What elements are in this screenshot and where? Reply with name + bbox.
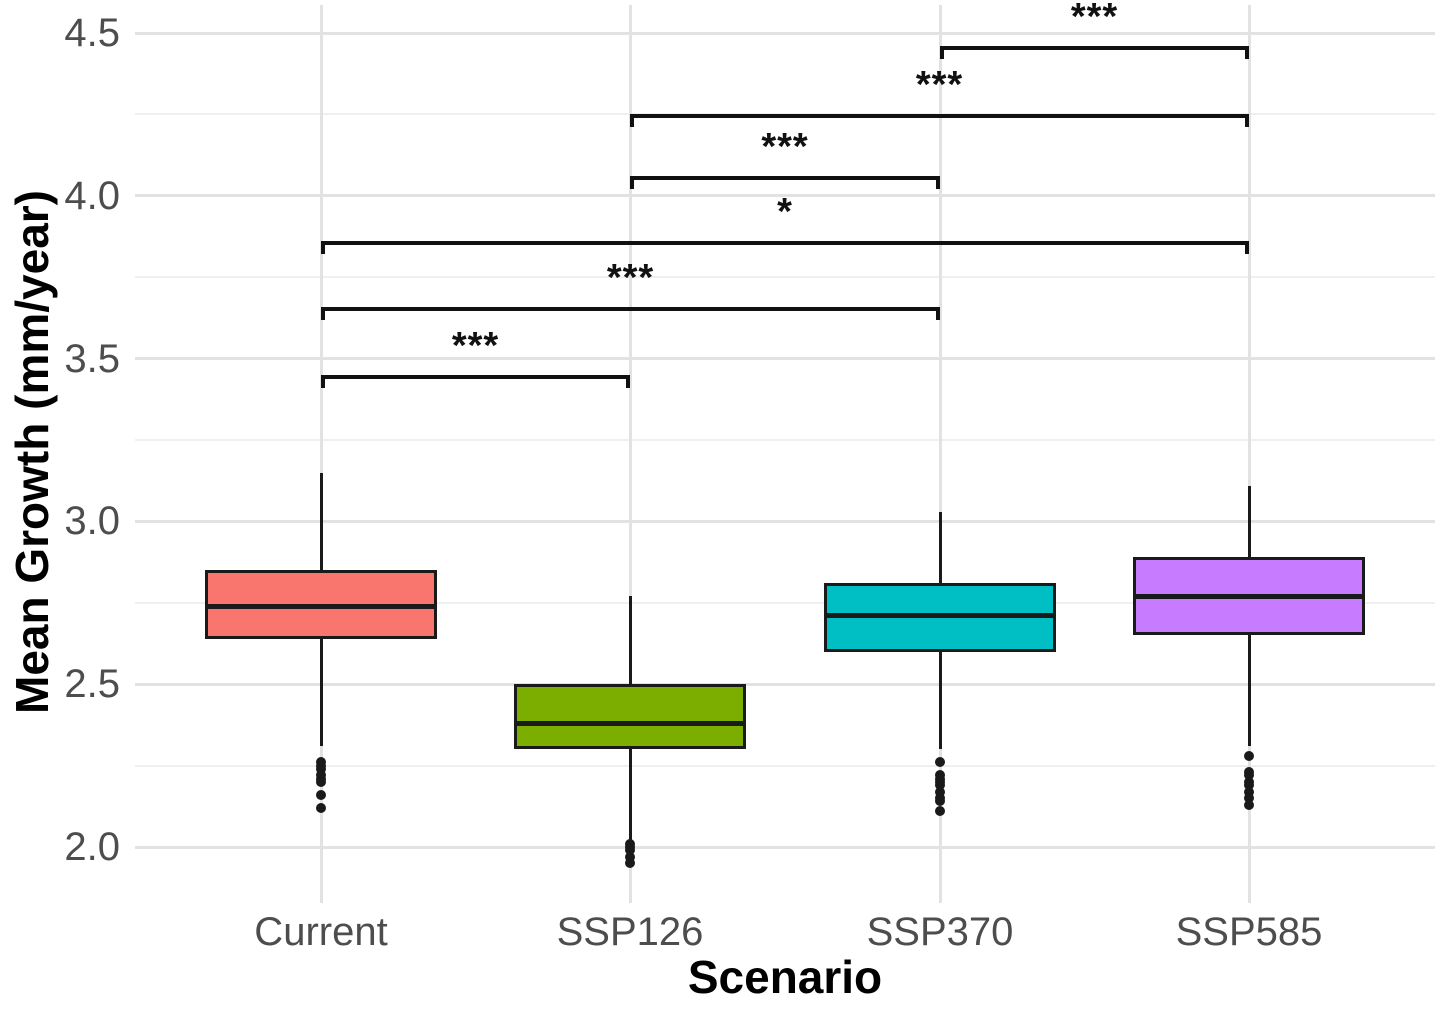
significance-bracket-line xyxy=(321,374,630,379)
significance-bracket-line xyxy=(321,241,1249,246)
significance-bracket-tick xyxy=(1245,114,1249,128)
significance-bracket-line xyxy=(630,114,1249,119)
y-tick-label: 4.0 xyxy=(64,173,120,218)
significance-bracket-tick xyxy=(1245,46,1249,60)
outlier-point-ssp370 xyxy=(935,806,945,817)
gridline-horizontal-major xyxy=(135,519,1435,523)
outlier-point-current xyxy=(316,776,326,787)
outlier-point-current xyxy=(316,802,326,813)
significance-bracket-tick xyxy=(321,374,325,388)
gridline-vertical xyxy=(628,5,632,903)
significance-label: * xyxy=(777,191,793,234)
x-tick-label: Current xyxy=(254,910,388,954)
significance-label: *** xyxy=(1070,0,1119,39)
gridline-horizontal-major xyxy=(135,682,1435,686)
y-tick-label: 2.0 xyxy=(64,825,120,869)
outlier-point-ssp126 xyxy=(625,858,635,869)
outlier-point-ssp585 xyxy=(1244,780,1254,791)
significance-label: *** xyxy=(915,64,964,107)
outlier-point-ssp585 xyxy=(1244,793,1254,804)
y-axis-title: Mean Growth (mm/year) xyxy=(6,190,58,714)
outlier-point-ssp370 xyxy=(935,796,945,807)
outlier-point-ssp370 xyxy=(935,780,945,791)
median-line-ssp370 xyxy=(824,613,1056,619)
gridline-horizontal-minor xyxy=(135,601,1435,604)
gridline-horizontal-major xyxy=(135,845,1435,849)
gridline-horizontal-minor xyxy=(135,439,1435,441)
outlier-point-ssp126 xyxy=(625,845,635,856)
outlier-point-ssp585 xyxy=(1244,799,1254,810)
significance-label: *** xyxy=(451,324,500,367)
boxplot-box-ssp126 xyxy=(514,684,746,750)
plot-panel: *** *** * *** *** *** xyxy=(135,0,1435,903)
significance-bracket-tick xyxy=(936,306,940,320)
outlier-point-ssp585 xyxy=(1244,770,1254,781)
outlier-point-ssp126 xyxy=(625,851,635,862)
gridline-horizontal-minor xyxy=(135,764,1435,767)
gridline-horizontal-major xyxy=(135,194,1435,198)
outlier-point-current xyxy=(316,763,326,774)
significance-bracket-line xyxy=(321,306,940,311)
y-tick-label: 3.0 xyxy=(64,499,120,544)
gridline-horizontal-major xyxy=(135,357,1435,361)
x-tick-label: SSP585 xyxy=(1175,910,1323,954)
gridline-vertical xyxy=(1247,5,1251,903)
y-tick-label: 2.5 xyxy=(64,662,120,707)
gridline-horizontal-minor xyxy=(135,276,1435,279)
gridline-horizontal-major xyxy=(135,31,1435,35)
median-line-ssp585 xyxy=(1133,593,1365,599)
x-axis-title: Scenario xyxy=(687,951,883,1003)
outlier-point-ssp370 xyxy=(935,757,945,768)
significance-label: *** xyxy=(606,256,655,299)
median-line-current xyxy=(205,603,437,609)
significance-bracket-tick xyxy=(321,241,325,255)
x-tick-label: SSP126 xyxy=(556,910,704,954)
outlier-point-ssp370 xyxy=(935,786,945,797)
y-tick-label: 3.5 xyxy=(64,336,120,381)
significance-label: *** xyxy=(761,126,809,169)
gridline-vertical xyxy=(938,5,942,903)
significance-bracket-tick xyxy=(940,46,944,60)
significance-bracket-tick xyxy=(936,176,940,190)
outlier-point-current xyxy=(316,789,326,800)
gridline-vertical xyxy=(319,5,323,903)
outlier-point-ssp585 xyxy=(1244,786,1254,797)
significance-bracket-line xyxy=(630,176,940,181)
significance-bracket-tick xyxy=(1245,241,1249,255)
significance-bracket-tick xyxy=(630,114,634,128)
x-tick-label: SSP370 xyxy=(866,910,1014,954)
significance-bracket-tick xyxy=(630,176,634,190)
y-tick-label: 4.5 xyxy=(64,11,120,55)
significance-bracket-line xyxy=(940,46,1249,51)
significance-bracket-tick xyxy=(321,306,325,320)
median-line-ssp126 xyxy=(514,720,746,726)
significance-bracket-tick xyxy=(626,374,630,388)
outlier-point-ssp585 xyxy=(1244,750,1254,761)
